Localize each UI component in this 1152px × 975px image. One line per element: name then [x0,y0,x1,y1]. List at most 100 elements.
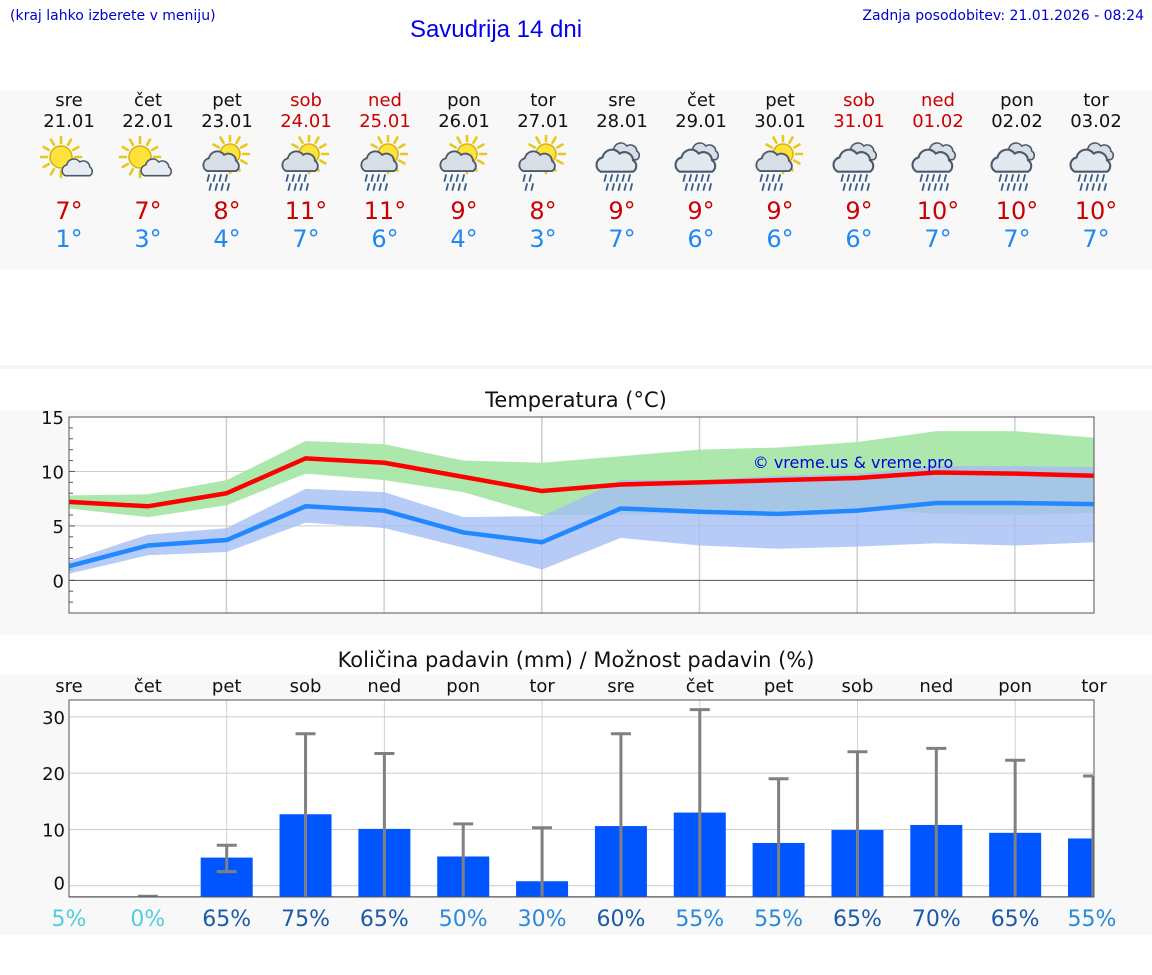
max-temp: 9° [608,197,636,225]
day-column: čet 29.01 9° 6° [662,90,741,253]
day-column: sre 28.01 9° 7° [583,90,662,253]
cloud-rain-icon [674,142,720,191]
day-date: 22.01 [122,111,174,132]
y-tick-label: 20 [42,764,65,785]
precipitation-probability: 65% [360,907,409,932]
precipitation-probability: 70% [912,907,961,932]
day-name: sob [843,90,875,111]
min-temp: 4° [213,225,241,253]
max-temp: 11° [363,197,407,225]
day-date: 31.01 [833,111,885,132]
day-date: 29.01 [675,111,727,132]
y-tick-label: 5 [53,517,64,538]
day-label: tor [529,676,555,697]
max-temp-line [68,456,1095,509]
day-name: ned [921,90,955,111]
sun-rain-icon [281,135,330,191]
temperature-chart: 0 5 10 15 © vreme.us & vreme.pro [41,410,1095,614]
max-temp: 9° [687,197,715,225]
max-temp: 7° [55,197,83,225]
precipitation-probability: 65% [202,907,251,932]
precipitation-probability: 60% [596,907,645,932]
y-tick-label: 0 [54,874,65,895]
max-temp: 9° [845,197,873,225]
day-date: 21.01 [43,111,95,132]
cloud-rain-icon [595,142,641,191]
max-temp: 8° [213,197,241,225]
day-name: sob [290,90,322,111]
max-temp: 10° [916,197,960,225]
min-temp: 6° [371,225,399,253]
temperature-chart-title: Temperatura (°C) [485,388,667,412]
sun-cloud-icon [39,135,94,179]
daily-forecast-strip: sre 21.01 7° 1° čet 22.01 7° 3° pet 23.01 8° 4° sob 2… [0,90,1152,270]
day-name: pet [212,90,242,111]
plot-frame [68,699,1095,898]
day-name: pon [447,90,481,111]
sun-rain-icon [518,135,567,191]
day-column: pon 02.02 10° 7° [978,90,1057,253]
sun-cloud-icon [118,135,173,179]
day-name: čet [133,90,163,111]
min-temp: 6° [687,225,715,253]
day-column: sre 21.01 7° 1° [30,90,109,253]
min-temp: 7° [292,225,320,253]
day-name: čet [686,90,716,111]
max-temp: 9° [450,197,478,225]
y-tick-label: 10 [41,462,64,483]
day-name: tor [1083,90,1109,111]
day-column: tor 03.02 10° 7° [1057,90,1136,253]
day-column: čet 22.01 7° 3° [109,90,188,253]
min-temp-line [68,500,1095,569]
y-tick-label: 0 [53,571,64,592]
day-label: tor [1081,676,1107,697]
precipitation-probability: 65% [991,907,1040,932]
precipitation-probability: 5% [52,907,87,932]
day-date: 26.01 [438,111,490,132]
min-temp: 7° [924,225,952,253]
last-updated: Zadnja posodobitev: 21.01.2026 - 08:24 [862,8,1144,24]
day-label: pon [446,676,480,697]
precipitation-probability: 55% [754,907,803,932]
sun-rain-icon [755,135,804,191]
sun-rain-icon [439,135,488,191]
cloud-rain-icon [911,142,957,191]
day-label: čet [134,676,162,697]
day-column: ned 01.02 10° 7° [899,90,978,253]
max-temp: 10° [995,197,1039,225]
min-temp: 6° [845,225,873,253]
y-tick-label: 15 [41,410,64,429]
day-label: pet [764,676,794,697]
watermark: © vreme.us & vreme.pro [753,453,954,472]
day-name: sre [55,90,83,111]
precipitation-probability: 50% [439,907,488,932]
sun-rain-icon [202,135,251,191]
location-hint: (kraj lahko izberete v meniju) [10,8,216,24]
day-label: sob [290,676,322,697]
day-date: 02.02 [991,111,1043,132]
day-date: 03.02 [1070,111,1122,132]
min-temp-range-band [69,466,1094,574]
max-temp: 7° [134,197,162,225]
day-column: pet 23.01 8° 4° [188,90,267,254]
day-column: pon 26.01 9° 4° [425,90,504,254]
min-temp: 1° [55,225,83,253]
day-label: sre [607,676,634,697]
plot-frame [68,416,1095,614]
day-date: 23.01 [201,111,253,132]
precipitation-probability: 55% [675,907,724,932]
separator [0,365,1152,369]
min-temp: 7° [608,225,636,253]
day-name: ned [368,90,402,111]
min-temp: 3° [529,225,557,253]
page-title: Savudrija 14 dni [409,16,583,43]
day-label: ned [919,676,953,697]
day-column: sob 31.01 9° 6° [820,90,899,253]
precipitation-chart-title: Količina padavin (mm) / Možnost padavin … [337,648,815,672]
min-temp: 7° [1003,225,1031,253]
day-name: pon [1000,90,1034,111]
precipitation-probability: 75% [281,907,330,932]
day-label: sre [55,676,82,697]
cloud-rain-icon [1069,142,1115,191]
day-date: 28.01 [596,111,648,132]
